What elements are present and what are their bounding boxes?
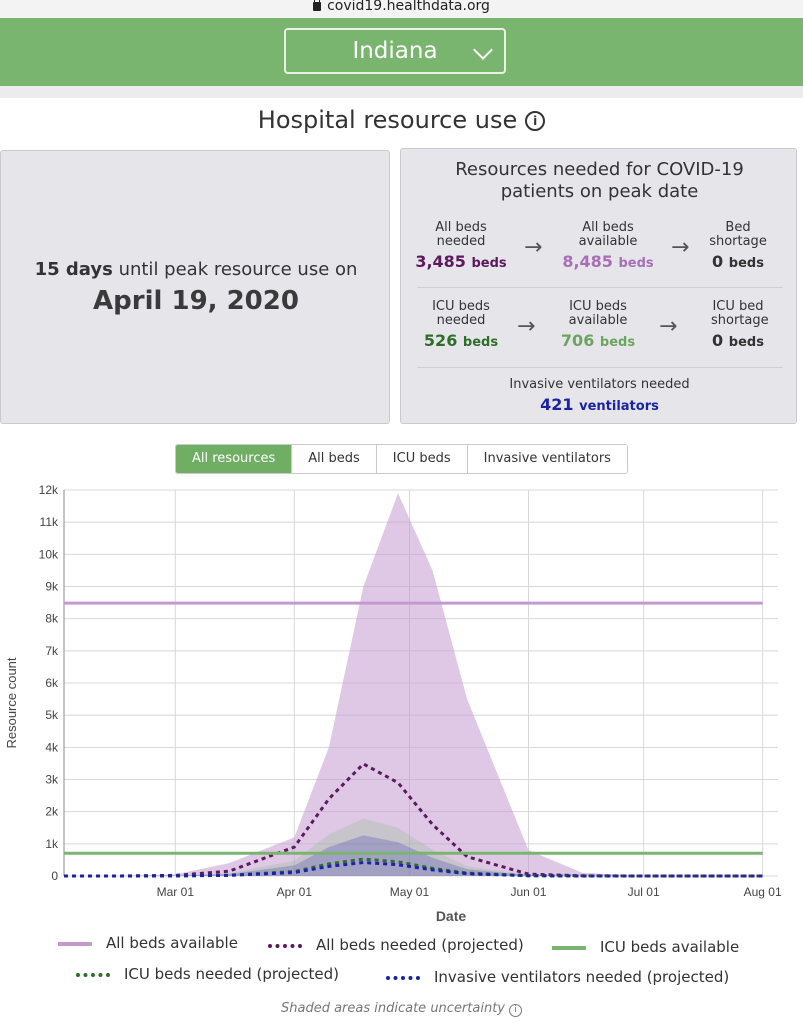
- x-tick-label: May 01: [390, 885, 430, 899]
- site-header: Indiana: [0, 18, 803, 86]
- info-icon[interactable]: i: [525, 111, 546, 131]
- peak-days: 15 days: [34, 259, 113, 280]
- ventilators-value: 421 ventilators: [540, 395, 659, 414]
- all-beds-uncertainty-band: [64, 493, 763, 876]
- icu-uncertainty-band: [64, 818, 763, 876]
- peak-card: 15 days until peak resource use on April…: [0, 150, 390, 424]
- icu-beds-available-cell: ICU beds available 706 beds: [543, 300, 653, 350]
- y-tick-label: 8k: [45, 612, 59, 626]
- x-tick-label: Apr 01: [277, 885, 313, 899]
- y-tick-label: 7k: [45, 644, 59, 658]
- y-tick-label: 5k: [45, 708, 59, 722]
- peak-days-text: until peak resource use on: [118, 259, 358, 280]
- y-tick-label: 6k: [45, 676, 59, 690]
- y-tick-label: 12k: [39, 483, 59, 497]
- y-tick-label: 2k: [45, 805, 59, 819]
- ventilators-cell: Invasive ventilators needed 421 ventilat…: [401, 378, 798, 414]
- page-title-text: Hospital resource use: [257, 106, 518, 134]
- bed-shortage-label: Bed shortage: [709, 220, 767, 249]
- icu-bed-shortage-value: 0 beds: [712, 331, 764, 350]
- browser-url-bar[interactable]: covid19.healthdata.org: [0, 0, 803, 18]
- legend-label: All beds available: [106, 934, 238, 952]
- tab-invasive-ventilators[interactable]: Invasive ventilators: [466, 445, 627, 473]
- ventilators-label: Invasive ventilators needed: [509, 377, 690, 392]
- ventilator-uncertainty-band: [64, 835, 763, 876]
- legend-swatch: [58, 941, 92, 946]
- arrow-right-icon: →: [524, 235, 543, 260]
- state-dropdown[interactable]: Indiana: [284, 28, 506, 74]
- chevron-down-icon: [473, 40, 493, 60]
- legend-all-beds-available[interactable]: All beds available: [58, 934, 238, 952]
- legend-label: ICU beds available: [600, 938, 740, 956]
- legend-icu-beds-available[interactable]: ICU beds available: [552, 938, 739, 956]
- icu-beds-available-value: 706 beds: [560, 331, 636, 350]
- bed-shortage-cell: Bed shortage 0 beds: [683, 221, 793, 271]
- arrow-right-icon: →: [659, 314, 678, 339]
- peak-countdown: 15 days until peak resource use on: [1, 259, 391, 280]
- resources-title-line1: Resources needed for COVID-19: [455, 159, 744, 180]
- all-beds-available-label: All beds available: [578, 220, 638, 249]
- y-tick-label: 9k: [45, 580, 59, 594]
- all-beds-needed-cell: All beds needed 3,485 beds: [406, 221, 516, 271]
- series-line-invasive-ventilators-needed-projected-: [64, 861, 763, 878]
- tab-all-beds[interactable]: All beds: [291, 445, 376, 473]
- legend-swatch: [552, 945, 586, 950]
- arrow-right-icon: →: [671, 235, 690, 260]
- x-tick-label: Jun 01: [510, 885, 546, 899]
- icu-bed-shortage-label: ICU bed shortage: [711, 299, 769, 328]
- legend-label: ICU beds needed (projected): [124, 965, 340, 983]
- legend-swatch: [386, 975, 420, 980]
- x-tick-label: Jul 01: [628, 885, 660, 899]
- all-beds-needed-value: 3,485 beds: [415, 252, 507, 271]
- state-dropdown-value: Indiana: [352, 38, 438, 64]
- legend-all-beds-needed[interactable]: All beds needed (projected): [268, 936, 524, 954]
- icu-beds-needed-cell: ICU beds needed 526 beds: [406, 300, 516, 350]
- lock-icon: [313, 0, 322, 11]
- url-text: covid19.healthdata.org: [327, 0, 490, 14]
- legend-invasive-ventilators-needed[interactable]: Invasive ventilators needed (projected): [386, 968, 729, 986]
- resources-title-line2: patients on peak date: [500, 181, 699, 202]
- resources-title: Resources needed for COVID-19 patients o…: [401, 159, 798, 203]
- peak-date: April 19, 2020: [93, 286, 299, 316]
- y-tick-label: 4k: [45, 740, 59, 754]
- divider: [417, 367, 783, 368]
- uncertainty-footnote: Shaded areas indicate uncertainty i: [0, 1001, 803, 1017]
- y-tick-label: 1k: [45, 837, 59, 851]
- tab-all-resources[interactable]: All resources: [176, 445, 292, 473]
- icu-beds-available-label: ICU beds available: [568, 299, 628, 328]
- icu-beds-needed-label: ICU beds needed: [432, 299, 490, 328]
- legend-label: Invasive ventilators needed (projected): [434, 968, 730, 986]
- info-icon[interactable]: i: [509, 1004, 522, 1017]
- all-beds-needed-label: All beds needed: [435, 220, 487, 249]
- icu-bed-shortage-cell: ICU bed shortage 0 beds: [683, 300, 793, 350]
- legend-label: All beds needed (projected): [316, 936, 524, 954]
- x-tick-label: Aug 01: [744, 885, 782, 899]
- icu-beds-needed-value: 526 beds: [423, 331, 499, 350]
- legend-swatch: [76, 972, 110, 977]
- resources-card: Resources needed for COVID-19 patients o…: [400, 148, 797, 424]
- y-axis-label: Resource count: [4, 657, 19, 748]
- resource-chart[interactable]: 0 1k 2k 3k 4k 5k 6k 7k 8k 9k 10k 11k 12k Mar 01 Apr 01…: [0, 478, 803, 928]
- tab-icu-beds[interactable]: ICU beds: [375, 445, 467, 473]
- y-tick-label: 10k: [39, 547, 59, 561]
- footnote-text: Shaded areas indicate uncertainty: [280, 1001, 505, 1016]
- divider: [417, 287, 783, 288]
- arrow-right-icon: →: [517, 314, 536, 339]
- legend-icu-beds-needed[interactable]: ICU beds needed (projected): [76, 965, 339, 983]
- all-beds-available-cell: All beds available 8,485 beds: [553, 221, 663, 271]
- y-tick-label: 3k: [45, 773, 59, 787]
- y-tick-label: 0: [51, 869, 58, 883]
- y-tick-label: 11k: [40, 515, 59, 529]
- page-title: Hospital resource use i: [0, 106, 803, 134]
- x-axis-label: Date: [436, 908, 467, 924]
- legend-swatch: [268, 943, 302, 948]
- x-tick-label: Mar 01: [157, 885, 195, 899]
- all-beds-available-value: 8,485 beds: [562, 252, 654, 271]
- bed-shortage-value: 0 beds: [712, 252, 764, 271]
- resource-tabs: All resources All beds ICU beds Invasive…: [175, 444, 628, 474]
